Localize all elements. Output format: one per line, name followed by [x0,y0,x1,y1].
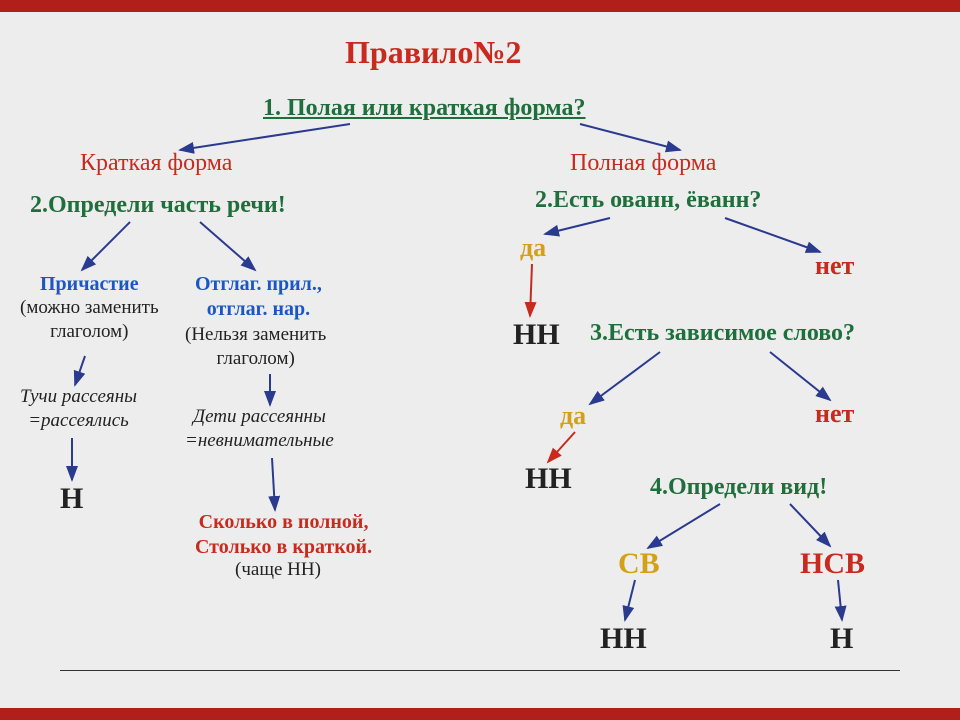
node-full_form: Полная форма [570,148,716,178]
node-ex_left: Тучи рассеяны =рассеялись [20,385,137,433]
node-rule_full_s: (чаще НН) [235,558,321,582]
node-otglag: Отглаг. прил., отглаг. нар. [195,272,322,322]
node-sv: СВ [618,545,660,583]
node-nn1: НН [513,316,560,354]
node-q4: 4.Определи вид! [650,472,827,502]
arrow-14 [648,504,720,548]
arrow-17 [838,580,842,620]
node-q1: 1. Полая или краткая форма? [263,93,586,123]
node-otglag_s: (Нельзя заменить глаголом) [185,323,326,371]
node-prichastie_s: (можно заменить глаголом) [20,296,159,344]
arrow-15 [790,504,830,546]
arrow-11 [590,352,660,404]
node-title: Правило№2 [345,32,522,72]
arrow-1 [580,124,680,150]
node-nn2: НН [525,460,572,498]
top-bar [0,0,960,12]
node-short_form: Краткая форма [80,148,232,178]
arrow-13 [548,432,575,462]
node-n3: Н [830,620,853,658]
node-da1: да [520,232,546,265]
arrow-3 [200,222,255,270]
node-nsv: НСВ [800,545,865,583]
arrow-0 [180,124,350,150]
node-prichastie: Причастие [40,272,139,297]
arrow-9 [725,218,820,252]
node-res_n: Н [60,480,83,518]
bottom-bar [0,708,960,720]
arrow-4 [75,356,85,385]
arrow-10 [530,264,532,316]
node-ex_right: Дети рассеянны =невнимательные [185,405,334,453]
node-net2: нет [815,398,854,431]
arrow-16 [625,580,635,620]
node-da2: да [560,400,586,433]
node-rule_full: Сколько в полной, Столько в краткой. [195,510,372,560]
node-q2left: 2.Определи часть речи! [30,190,286,220]
arrow-8 [545,218,610,234]
node-q2right: 2.Есть ованн, ёванн? [535,185,761,215]
arrow-2 [82,222,130,270]
node-q3: 3.Есть зависимое слово? [590,318,855,348]
arrow-7 [272,458,275,510]
node-nn3: НН [600,620,647,658]
node-net1: нет [815,250,854,283]
bottom-rule-line [60,670,900,671]
arrow-12 [770,352,830,400]
